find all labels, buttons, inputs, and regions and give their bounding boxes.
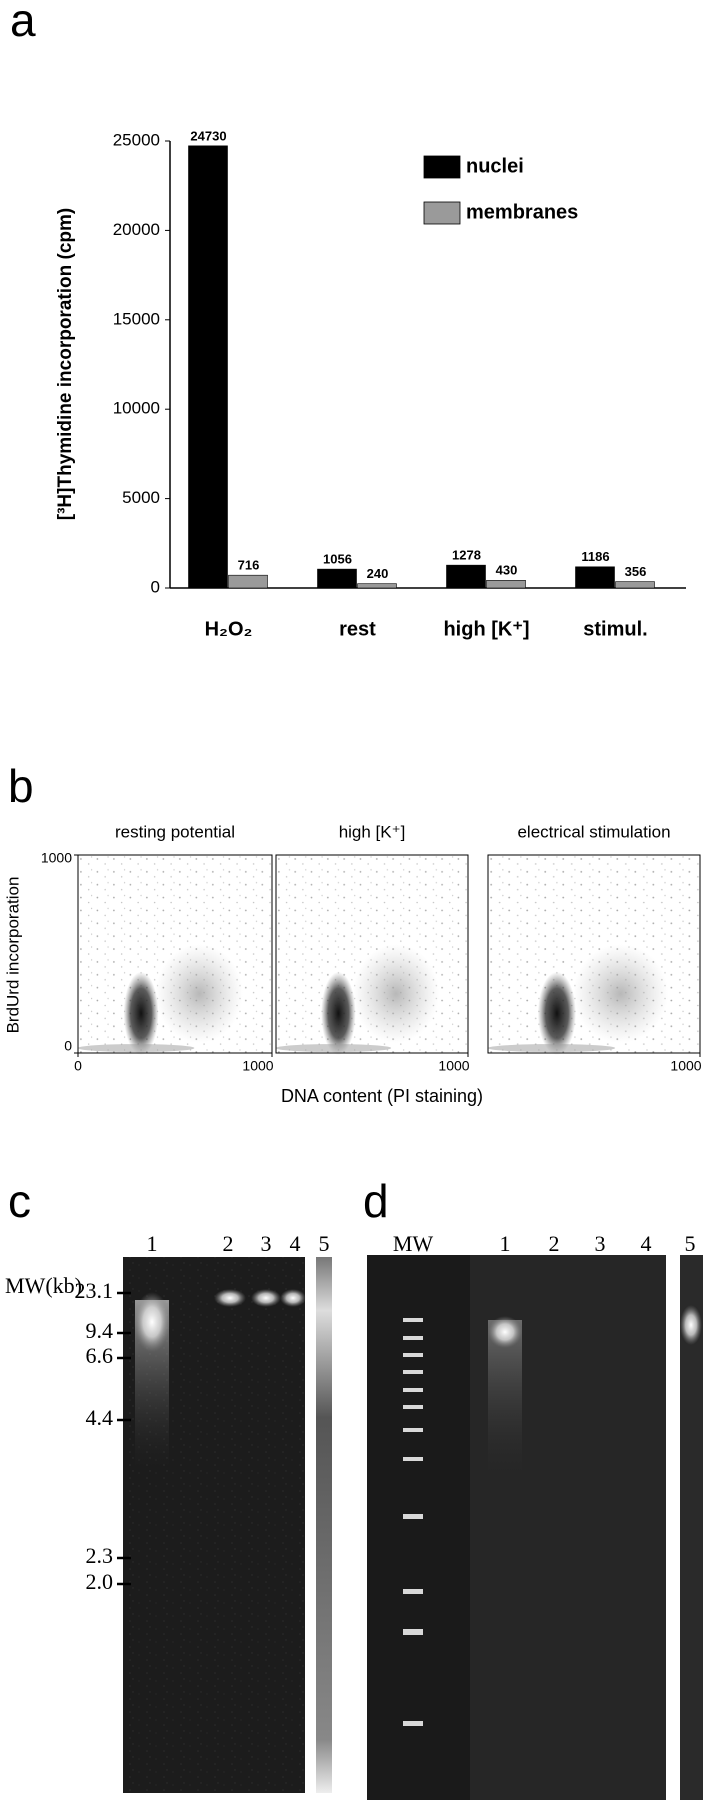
lane-label: 3 xyxy=(261,1231,272,1256)
lane-label: 5 xyxy=(685,1231,696,1256)
bar xyxy=(486,580,526,589)
panel-title: resting potential xyxy=(115,822,235,841)
value-label: 356 xyxy=(625,564,647,579)
x-tick-label: H₂O₂ xyxy=(205,618,253,640)
x-tick-label: 1000 xyxy=(242,1058,273,1074)
lane-label: 3 xyxy=(595,1231,606,1256)
plot-frame xyxy=(487,854,701,1054)
y-tick-label: 25000 xyxy=(113,130,160,149)
size-marker-label: 2.3 xyxy=(86,1543,114,1568)
density-cloud xyxy=(488,855,700,1055)
x-tick-label: rest xyxy=(339,618,376,640)
bar xyxy=(575,566,615,589)
y-tick-label: 0 xyxy=(64,1038,72,1054)
value-label: 1186 xyxy=(581,549,609,564)
x-tick-label: stimul. xyxy=(583,618,647,640)
bar xyxy=(357,583,397,589)
size-marker-label: 2.0 xyxy=(86,1569,114,1594)
lane-label: 2 xyxy=(549,1231,560,1256)
lane-label: 1 xyxy=(500,1231,511,1256)
lane-label: 4 xyxy=(290,1231,301,1256)
panel-letter: a xyxy=(10,0,36,46)
x-tick-label: 0 xyxy=(74,1058,82,1074)
panel-letter: c xyxy=(8,1175,31,1227)
gel-image xyxy=(367,1255,703,1800)
lane-label: 1 xyxy=(147,1231,158,1256)
panel-letter: b xyxy=(8,760,34,812)
size-marker-label: 9.4 xyxy=(86,1318,114,1343)
density-cloud xyxy=(78,855,272,1055)
y-tick-label: 10000 xyxy=(113,399,160,418)
gel-image xyxy=(123,1257,332,1793)
lane-label: 4 xyxy=(641,1231,652,1256)
y-tick-label: 0 xyxy=(151,577,160,596)
panel-title: high [K⁺] xyxy=(339,822,406,841)
lane-label: 2 xyxy=(223,1231,234,1256)
value-label: 716 xyxy=(238,558,260,573)
density-cloud xyxy=(276,855,468,1055)
bar xyxy=(446,564,486,589)
value-label: 240 xyxy=(367,566,389,581)
plot-frame xyxy=(275,854,469,1054)
x-axis-label: DNA content (PI staining) xyxy=(281,1086,483,1106)
size-marker-label: 6.6 xyxy=(86,1343,114,1368)
y-tick-label: 20000 xyxy=(113,220,160,239)
value-label: 1056 xyxy=(323,552,352,567)
y-tick-label: 1000 xyxy=(41,850,72,866)
x-tick-label: high [K⁺] xyxy=(443,618,529,640)
bar xyxy=(228,574,268,589)
x-tick-label: 1000 xyxy=(670,1058,701,1074)
value-label: 1278 xyxy=(452,548,481,563)
y-tick-label: 5000 xyxy=(122,488,160,507)
bar xyxy=(317,568,357,589)
lane-label: 5 xyxy=(319,1231,330,1256)
plot-frame xyxy=(77,854,273,1054)
y-axis-label: BrdUrd incorporation xyxy=(3,877,22,1034)
x-tick-label: 1000 xyxy=(438,1058,469,1074)
legend-label: nuclei xyxy=(466,155,524,177)
bar xyxy=(188,145,228,589)
legend-swatch xyxy=(423,155,461,179)
legend-label: membranes xyxy=(466,201,578,223)
value-label: 24730 xyxy=(190,128,226,143)
panel-title: electrical stimulation xyxy=(517,822,670,841)
bar xyxy=(615,581,655,589)
mw-label: MW(kb) xyxy=(5,1273,82,1298)
lane-label: MW xyxy=(393,1231,434,1256)
panel-letter: d xyxy=(363,1175,389,1227)
y-tick-label: 15000 xyxy=(113,309,160,328)
legend-swatch xyxy=(423,201,461,225)
y-axis-label: [³H]Thymidine incorporation (cpm) xyxy=(55,208,76,520)
value-label: 430 xyxy=(496,563,518,578)
size-marker-label: 4.4 xyxy=(86,1405,114,1430)
size-marker-label: 23.1 xyxy=(75,1278,114,1303)
